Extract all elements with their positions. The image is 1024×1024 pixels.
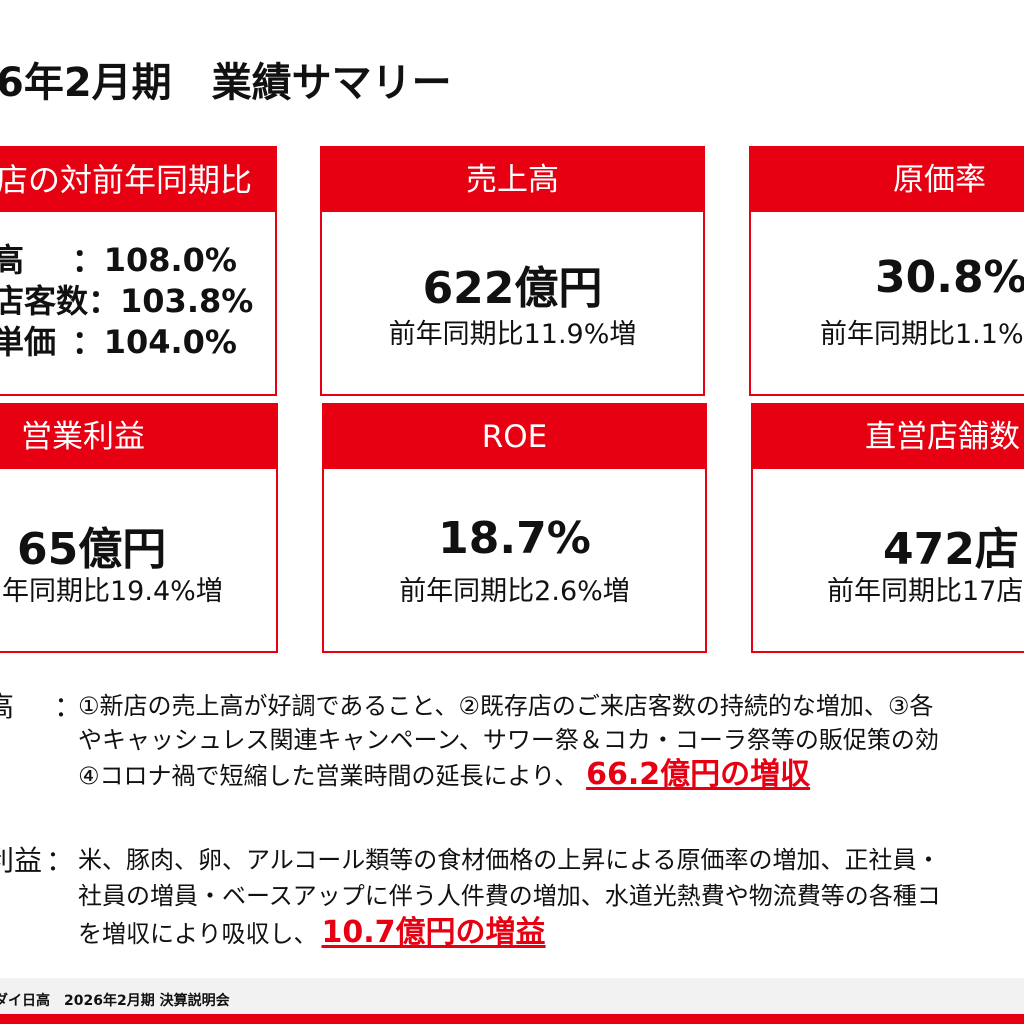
roe-header: ROE [324,405,705,469]
cost-ratio-header: 原価率 [751,148,1024,212]
footer-accent-bar [0,1014,1024,1024]
roe-card: ROE 18.7% 前年同期比2.6%増 [322,403,707,653]
footer-text: ダイ日高 2026年2月期 決算説明会 [0,993,230,1009]
ratio-value: ：108.0% [71,241,237,279]
ratio-value: ：103.8% [88,282,254,320]
sales-note-line2: やキャッシュレス関連キャンペーン、サワー祭＆コカ・コーラ祭等の販促策の効 [78,726,939,754]
sales-value: 622億円 [422,263,603,314]
cost-ratio-card: 原価率 30.8% 前年同期比1.1% [749,146,1024,396]
ratio-list: 高 ：108.0% 店客数 ：103.8% 単価 ：104.0% [0,240,253,363]
cost-ratio-change: 前年同期比1.1% [820,319,1024,350]
operating-profit-card: 営業利益 65億円 年同期比19.4%増 [0,403,278,653]
ratio-row: 高 ：108.0% [0,240,237,281]
operating-profit-header: 営業利益 [0,405,276,469]
ratio-label: 店客数 [0,282,89,320]
store-count-change: 前年同期比17店 [827,576,1024,607]
ratio-label: 単価 [0,323,57,361]
store-count-card: 直営店舗数 472店 前年同期比17店 [751,403,1024,653]
profit-note-colon: ： [46,844,75,877]
footer-bar [0,978,1024,1018]
page-title: 6年2月期 業績サマリー [0,60,452,106]
sales-note-colon: ： [54,690,83,723]
existing-store-header: 店の対前年同期比 [0,148,275,212]
ratio-row: 単価 ：104.0% [0,322,237,363]
sales-note-line1: ①新店の売上高が好調であること、②既存店のご来店客数の持続的な増加、③各 [78,692,934,720]
profit-note-line3: を増収により吸収し、 10.7億円の増益 [78,914,546,953]
sales-note-label: 高 [0,690,15,723]
sales-note-line3-text: ④コロナ禍で短縮した営業時間の延長により、 [78,762,579,790]
profit-note-line1: 米、豚肉、卵、アルコール類等の食材価格の上昇による原価率の増加、正社員・ [78,846,941,874]
store-count-header: 直営店舗数 [753,405,1024,469]
sales-highlight: 66.2億円の増収 [586,757,811,792]
operating-profit-change: 年同期比19.4%増 [2,576,223,607]
existing-store-card: 店の対前年同期比 高 ：108.0% 店客数 ：103.8% 単価 ：104.0… [0,146,277,396]
sales-change: 前年同期比11.9%増 [388,319,637,350]
roe-change: 前年同期比2.6%増 [399,576,630,607]
sales-note: 高： ①新店の売上高が好調であること、②既存店のご来店客数の持続的な増加、③各 … [0,688,1024,800]
sales-note-line3: ④コロナ禍で短縮した営業時間の延長により、 66.2億円の増収 [78,756,810,795]
sales-card: 売上高 622億円 前年同期比11.9%増 [320,146,705,396]
profit-note: 利益： 米、豚肉、卵、アルコール類等の食材価格の上昇による原価率の増加、正社員・… [0,842,1024,954]
sales-header: 売上高 [322,148,703,212]
cost-ratio-value: 30.8% [875,252,1024,303]
store-count-value: 472店 [883,524,1019,575]
ratio-value: ：104.0% [71,323,237,361]
profit-note-line2: 社員の増員・ベースアップに伴う人件費の増加、水道光熱費や物流費等の各種コ [78,882,941,910]
profit-highlight: 10.7億円の増益 [321,915,546,950]
profit-note-label: 利益 [0,844,43,877]
roe-value: 18.7% [438,513,591,564]
ratio-row: 店客数 ：103.8% [0,281,253,322]
ratio-label: 高 [0,241,25,279]
profit-note-line3-text: を増収により吸収し、 [78,920,318,948]
operating-profit-value: 65億円 [17,524,167,575]
